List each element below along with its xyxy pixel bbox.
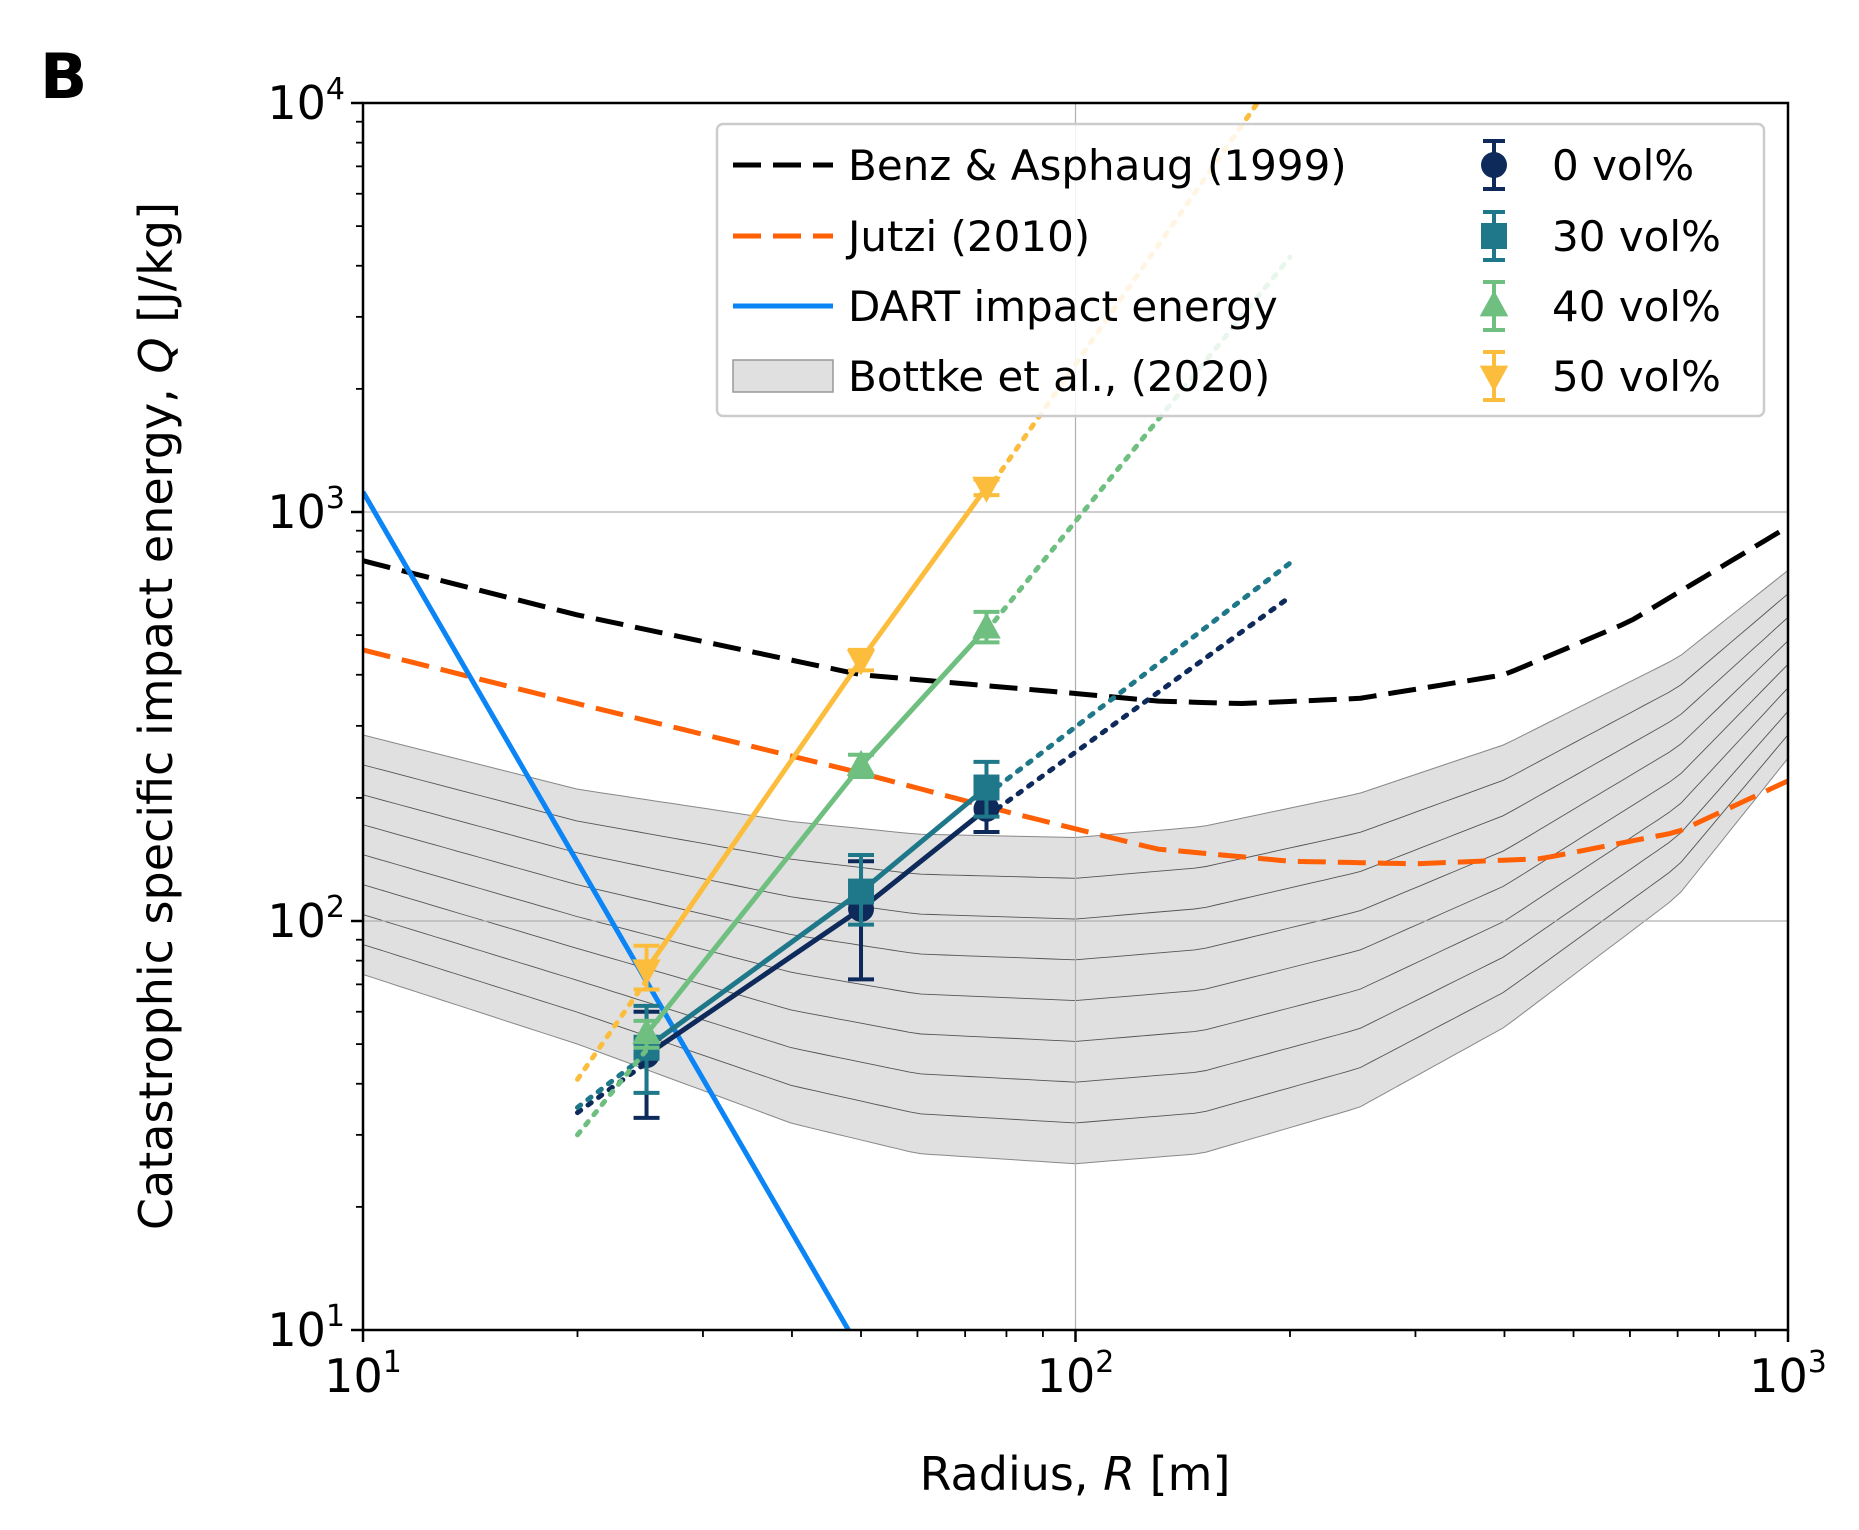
legend-label: Benz & Asphaug (1999) (848, 141, 1347, 190)
legend-marker (1479, 365, 1509, 392)
y-tick-label: 103 (267, 481, 345, 539)
legend-label: 0 vol% (1552, 141, 1694, 190)
legend-entry: 0 vol% (1481, 139, 1694, 191)
data-point (973, 774, 1000, 801)
curve-3 (363, 490, 851, 1330)
legend-entry: Bottke et al., (2020) (732, 352, 1270, 401)
legend-entry: DART impact energy (733, 282, 1278, 331)
y-tick-label: 101 (267, 1299, 345, 1357)
curve-2 (363, 647, 1788, 867)
extrapolation-low (574, 1052, 650, 1110)
legend-band-swatch (732, 359, 834, 393)
extrapolation-low (574, 1047, 650, 1138)
extrapolation-high (983, 560, 1293, 798)
extrapolation-high (983, 594, 1293, 820)
legend-entry: Benz & Asphaug (1999) (733, 141, 1347, 190)
legend-entry: 50 vol% (1479, 350, 1721, 402)
data-point (632, 1018, 661, 1045)
legend-label: DART impact energy (848, 282, 1278, 331)
data-point (846, 649, 876, 676)
x-tick-label: 101 (324, 1345, 402, 1403)
legend-label: 50 vol% (1552, 352, 1721, 401)
legend: Benz & Asphaug (1999) Jutzi (2010) DART im… (715, 122, 1766, 418)
y-tick-label: 104 (267, 72, 345, 130)
legend-label: 30 vol% (1552, 212, 1721, 261)
legend-box (715, 122, 1766, 418)
x-axis-label: Radius, R [m] (920, 1447, 1231, 1501)
legend-marker (1481, 223, 1507, 249)
y-tick-label: 102 (267, 890, 345, 948)
legend-entry: Jutzi (2010) (733, 212, 1090, 261)
extrapolation-low (574, 1060, 650, 1116)
legend-entry: 30 vol% (1481, 210, 1721, 262)
panel-label: B (40, 40, 87, 113)
plot-area (363, 103, 1788, 1330)
y-axis-label: Catastrophic specific impact energy, Q [… (129, 202, 183, 1230)
x-tick-label: 102 (1037, 1345, 1115, 1403)
data-point (846, 749, 876, 776)
legend-label: Jutzi (2010) (845, 212, 1090, 261)
data-point (632, 959, 661, 986)
legend-marker (1481, 152, 1507, 178)
legend-label: 40 vol% (1552, 282, 1721, 331)
curve-1 (363, 524, 1788, 707)
data-series (574, 103, 1293, 1138)
legend-entry: 40 vol% (1479, 280, 1721, 332)
axis-ticks: 101 102 103 101 102 103 104 (267, 72, 1826, 1403)
reference-curves (363, 490, 1788, 1330)
data-point (848, 878, 875, 905)
data-point (972, 612, 1001, 639)
legend-label: Bottke et al., (2020) (848, 352, 1270, 401)
x-tick-label: 103 (1749, 1345, 1827, 1403)
data-point (972, 476, 1001, 503)
legend-marker (1479, 290, 1509, 317)
